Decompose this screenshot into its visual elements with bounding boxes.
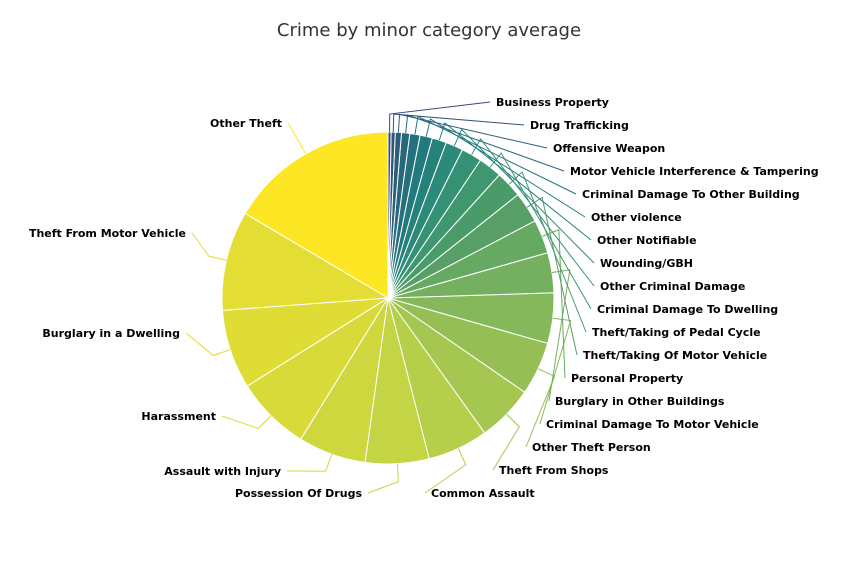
slice-label: Wounding/GBH: [600, 257, 693, 270]
leader-line: [492, 413, 520, 471]
slice-label: Theft/Taking of Pedal Cycle: [592, 326, 761, 339]
slice-label: Theft From Motor Vehicle: [29, 227, 186, 240]
slice-label: Harassment: [141, 410, 216, 423]
leader-line: [508, 171, 587, 333]
leader-line: [425, 118, 586, 218]
chart-title: Crime by minor category average: [276, 20, 582, 41]
slice-label: Criminal Damage To Motor Vehicle: [546, 418, 759, 431]
leader-line: [185, 332, 231, 356]
slice-label: Burglary in a Dwelling: [42, 327, 180, 340]
leader-line: [392, 113, 525, 133]
slice-label: Other Theft: [210, 117, 282, 130]
leader-line: [221, 415, 272, 430]
leader-line: [389, 101, 491, 133]
slice-label: Motor Vehicle Interference & Tampering: [570, 165, 819, 178]
leader-line: [548, 269, 571, 402]
slice-label: Theft From Shops: [499, 464, 609, 477]
slice-label: Offensive Weapon: [553, 142, 665, 155]
slice-label: Criminal Damage To Other Building: [582, 188, 800, 201]
slice-label: Other Notifiable: [597, 234, 697, 247]
leader-line: [453, 128, 595, 264]
slice-label: Common Assault: [431, 487, 535, 500]
pie-slices: [221, 131, 555, 465]
slice-label: Possession Of Drugs: [235, 487, 362, 500]
slice-label: Other violence: [591, 211, 682, 224]
leader-line: [287, 122, 307, 155]
leader-line: [526, 196, 578, 356]
leader-line: [367, 463, 399, 494]
slice-label: Assault with Injury: [164, 465, 281, 478]
slice-label: Drug Trafficking: [530, 119, 629, 132]
slice-label: Other Theft Person: [532, 441, 651, 454]
slice-labels: Other Theft Theft From Motor Vehicle Burgl…: [29, 96, 819, 500]
slice-label: Criminal Damage To Dwelling: [597, 303, 778, 316]
leader-line: [191, 232, 227, 261]
slice-label: Other Criminal Damage: [600, 280, 745, 293]
leader-line: [438, 122, 592, 241]
leader-line: [471, 138, 595, 287]
leader-line: [424, 448, 467, 494]
pie-slice: [221, 212, 390, 312]
leader-lines: [185, 101, 595, 494]
slice-label: Theft/Taking Of Motor Vehicle: [583, 349, 767, 362]
leader-line: [286, 454, 333, 472]
slice-label: Burglary in Other Buildings: [555, 395, 725, 408]
leader-line: [539, 317, 572, 425]
pie-slice: [244, 131, 389, 299]
slice-label: Personal Property: [571, 372, 683, 385]
slice-label: Business Property: [496, 96, 609, 109]
